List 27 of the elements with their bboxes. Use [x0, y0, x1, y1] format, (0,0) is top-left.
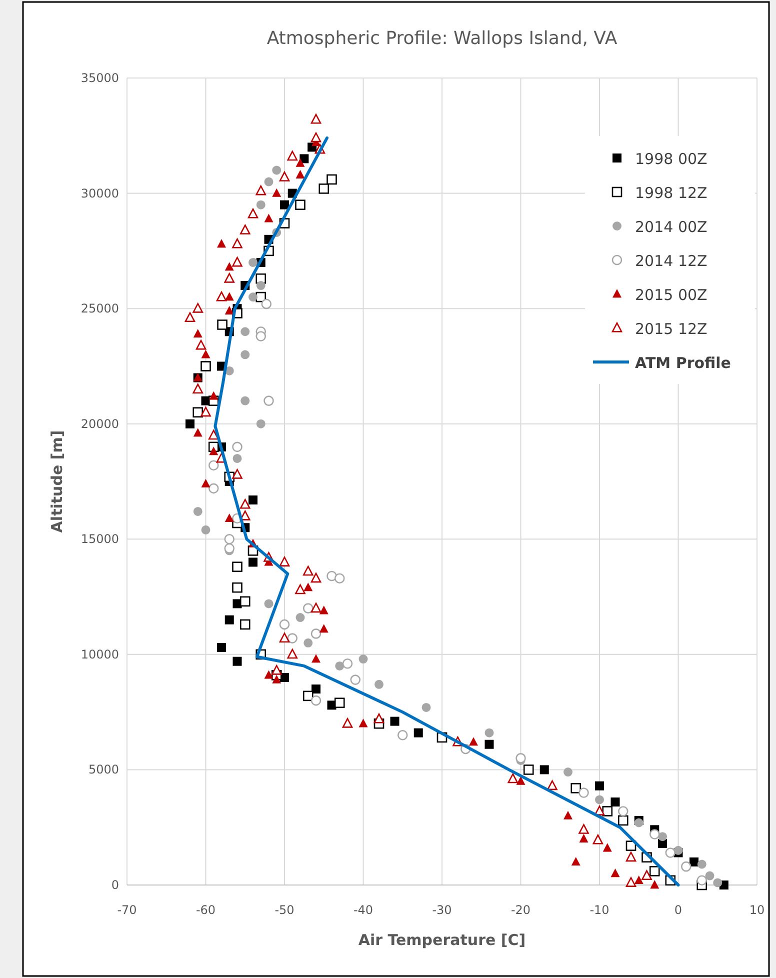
x-tick-label: 10 [749, 903, 765, 917]
legend-label: 2014 12Z [635, 252, 708, 270]
y-tick-label: 30000 [80, 186, 119, 200]
x-tick-label: -60 [196, 903, 216, 917]
y-tick-label: 15000 [80, 532, 119, 546]
x-tick-label: -20 [510, 903, 531, 917]
x-tick-label: -30 [432, 903, 452, 917]
legend-label: 2015 12Z [635, 320, 708, 338]
y-tick-label: 0 [111, 878, 119, 892]
x-tick-label: -70 [117, 903, 137, 917]
y-tick-label: 10000 [80, 647, 119, 662]
y-tick-label: 35000 [80, 71, 119, 85]
y-axis-title: Altitude [m] [48, 430, 66, 533]
legend-label: ATM Profile [635, 354, 731, 372]
chart-title: Atmospheric Profile: Wallops Island, VA [266, 28, 618, 49]
y-tick-label: 20000 [80, 416, 119, 431]
legend-label: 2014 00Z [635, 218, 708, 236]
legend-label: 1998 12Z [635, 184, 708, 202]
legend-label: 1998 00Z [635, 150, 708, 168]
y-tick-label: 25000 [80, 302, 119, 316]
legend-label: 2015 00Z [635, 286, 708, 304]
x-tick-label: -40 [353, 903, 374, 917]
x-axis-title: Air Temperature [C] [358, 931, 526, 949]
y-tick-label: 5000 [88, 762, 119, 777]
x-tick-label: 0 [674, 903, 682, 917]
x-tick-label: -10 [590, 903, 610, 917]
x-tick-label: -50 [274, 903, 294, 917]
